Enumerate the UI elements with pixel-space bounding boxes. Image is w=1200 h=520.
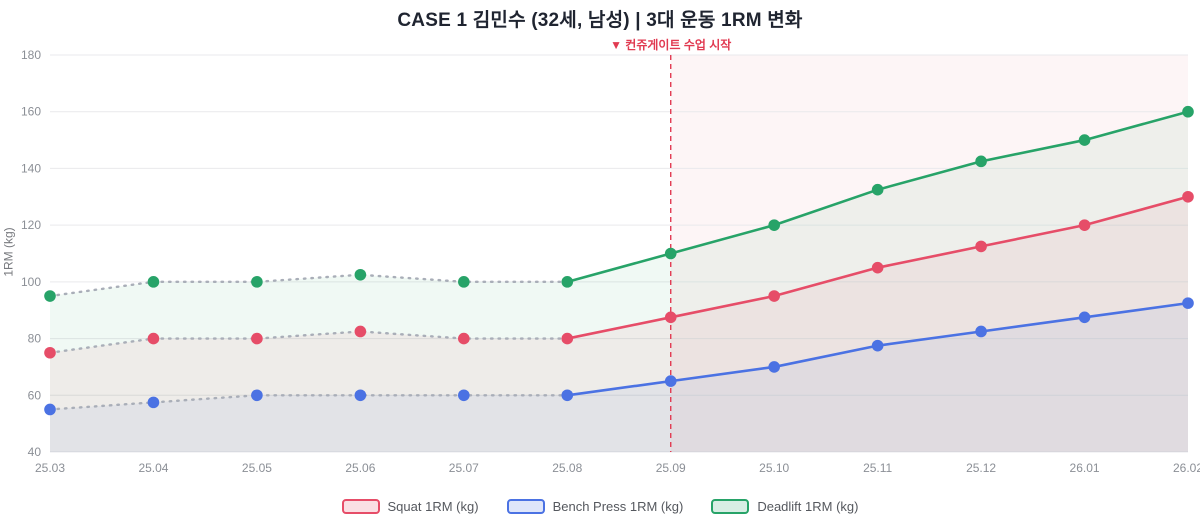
data-point-marker [561,276,574,288]
x-tick-label: 25.12 [966,461,996,475]
x-tick-label: 26.02 [1173,461,1200,475]
data-point-marker [561,332,574,345]
chart-legend: Squat 1RM (kg) Bench Press 1RM (kg) Deadli… [0,499,1200,514]
data-point-marker [44,346,56,359]
data-point-marker [975,325,987,338]
data-point-marker [768,361,780,373]
data-point-marker [871,261,884,274]
intervention-annotation: ▼ 컨쥬게이트 수업 시작 [610,38,732,52]
data-point-marker [664,311,677,324]
y-tick-label: 100 [21,275,41,289]
x-tick-label: 25.03 [35,461,65,475]
data-point-marker [871,339,884,352]
data-point-marker [1078,219,1091,231]
data-point-marker [147,276,160,288]
data-point-marker [458,276,470,288]
series-area [50,111,1188,452]
data-point-marker [354,268,367,281]
x-tick-label: 25.11 [863,461,892,475]
legend-label: Squat 1RM (kg) [387,499,479,514]
series-area [50,303,1188,452]
data-point-marker [354,389,367,402]
data-point-marker [44,290,56,302]
data-point-marker [664,375,677,387]
y-tick-label: 60 [28,388,42,402]
y-tick-label: 180 [21,48,41,62]
data-point-marker [251,389,263,402]
data-point-marker [975,155,987,168]
chart-title: CASE 1 김민수 (32세, 남성) | 3대 운동 1RM 변화 [397,10,803,31]
y-tick-label: 160 [21,105,41,119]
data-point-marker [1182,297,1194,309]
data-point-marker [147,396,160,409]
x-tick-label: 25.10 [759,461,789,475]
x-tick-label: 25.07 [449,461,479,475]
data-point-marker [458,332,470,345]
y-tick-label: 120 [21,218,41,232]
x-tick-label: 25.06 [345,461,375,475]
legend-label: Deadlift 1RM (kg) [757,499,859,514]
data-point-marker [458,389,470,402]
x-tick-label: 26.01 [1070,461,1100,475]
y-tick-label: 140 [21,161,41,175]
data-point-marker [1078,134,1091,146]
data-point-marker [1182,190,1194,203]
data-point-marker [975,240,987,253]
x-tick-label: 25.09 [656,461,686,475]
y-tick-label: 40 [28,445,42,459]
data-point-marker [664,247,677,260]
data-point-marker [768,219,780,231]
data-point-marker [1078,311,1091,324]
legend-item-0[interactable]: Squat 1RM (kg) [341,499,479,514]
data-point-marker [251,332,263,345]
data-point-marker [1182,105,1194,118]
data-point-marker [147,332,160,345]
legend-swatch [711,499,750,514]
x-tick-label: 25.05 [242,461,272,475]
legend-item-2[interactable]: Deadlift 1RM (kg) [711,499,858,514]
series-area [50,196,1188,452]
line-chart: 40 60 80 100 120 140 160 180 25.03 25.04 25.05 25.0… [21,48,1200,475]
data-point-marker [44,403,56,416]
data-point-marker [561,389,574,402]
data-point-marker [354,325,367,338]
data-point-marker [768,290,780,302]
data-point-marker [871,183,884,196]
legend-item-1[interactable]: Bench Press 1RM (kg) [506,499,684,514]
y-tick-label: 80 [28,332,42,346]
legend-swatch [506,499,545,514]
x-tick-label: 25.04 [138,461,168,475]
post-intervention-highlight [670,55,1188,452]
data-point-marker [251,276,263,288]
x-tick-label: 25.08 [552,461,582,475]
legend-swatch [341,499,380,514]
legend-label: Bench Press 1RM (kg) [552,499,684,514]
